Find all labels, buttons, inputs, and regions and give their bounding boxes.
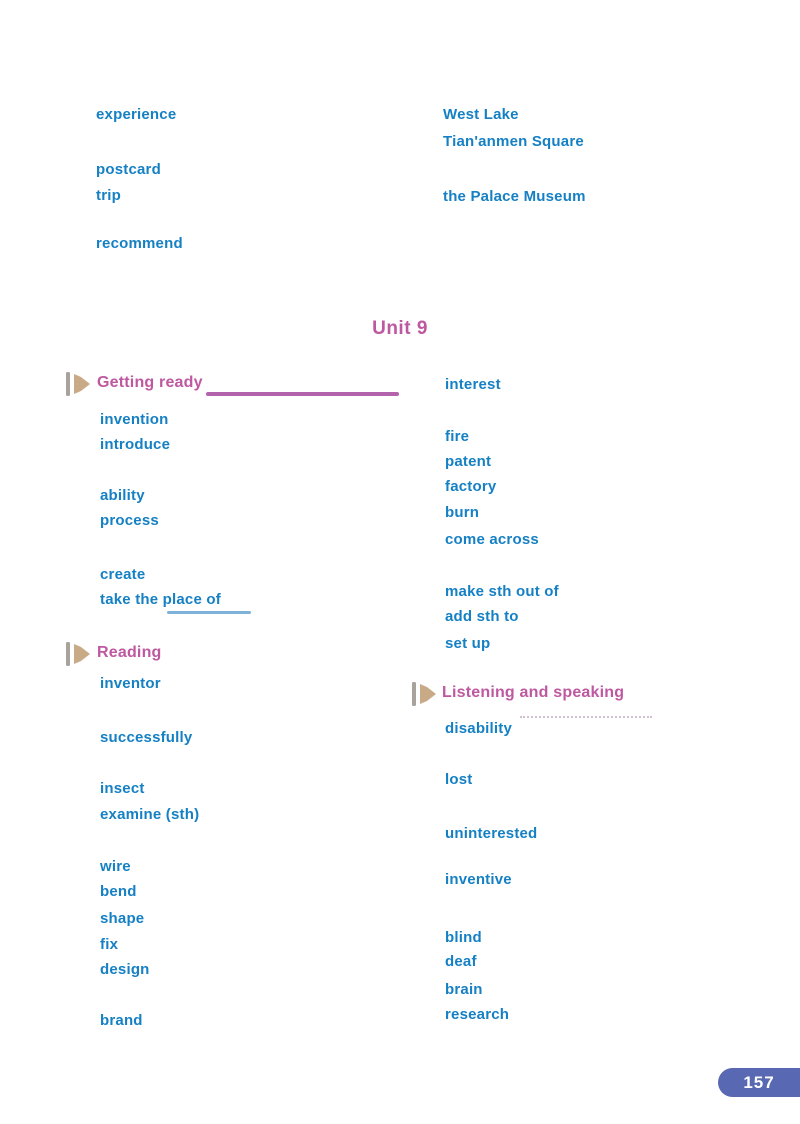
pencil-icon (66, 372, 90, 396)
vocab-word: trip (96, 187, 121, 204)
page-number: 157 (743, 1072, 775, 1092)
section-heading: Listening and speaking (442, 684, 625, 701)
vocab-word: recommend (96, 235, 183, 252)
vocab-word: interest (445, 376, 501, 393)
vocab-word: deaf (445, 953, 477, 970)
vocab-word: bend (100, 883, 137, 900)
vocab-word: the Palace Museum (443, 188, 586, 205)
pencil-icon (66, 642, 90, 666)
unit-title: Unit 9 (372, 318, 428, 339)
vocab-word: burn (445, 504, 480, 521)
vocab-word: lost (445, 771, 473, 788)
vocab-word: patent (445, 453, 492, 470)
vocab-word: insect (100, 780, 145, 797)
vocab-word: come across (445, 531, 539, 548)
vocab-word: uninterested (445, 825, 538, 842)
vocab-word: factory (445, 478, 497, 495)
vocab-word: successfully (100, 729, 193, 746)
vocab-word: shape (100, 910, 145, 927)
section-heading: Getting ready (97, 374, 203, 391)
vocab-word: set up (445, 635, 491, 652)
vocab-word: brand (100, 1012, 143, 1029)
vocab-word: ability (100, 487, 145, 504)
pencil-icon (412, 682, 436, 706)
vocab-word: design (100, 961, 150, 978)
vocab-word: West Lake (443, 106, 519, 123)
vocab-word: introduce (100, 436, 171, 453)
vocab-word: blind (445, 929, 482, 946)
fill-in-blank-line (167, 611, 251, 614)
page-number-badge: 157 (718, 1068, 800, 1097)
vocab-word: fix (100, 936, 119, 953)
vocab-word: add sth to (445, 608, 519, 625)
vocab-word: take the place of (100, 591, 221, 608)
heading-underline (206, 392, 399, 396)
vocab-word: brain (445, 981, 483, 998)
vocab-word: process (100, 512, 159, 529)
vocab-word: inventive (445, 871, 512, 888)
vocab-word: postcard (96, 161, 161, 178)
vocab-word: inventor (100, 675, 161, 692)
vocab-word: wire (100, 858, 131, 875)
vocab-word: Tian'anmen Square (443, 133, 584, 150)
vocab-word: invention (100, 411, 169, 428)
vocab-word: fire (445, 428, 470, 445)
vocab-word: research (445, 1006, 510, 1023)
section-heading: Reading (97, 644, 162, 661)
vocab-word: disability (445, 720, 513, 737)
heading-dotted-underline (520, 716, 652, 718)
vocab-word: create (100, 566, 146, 583)
vocab-word: experience (96, 106, 177, 123)
vocab-word: examine (sth) (100, 806, 200, 823)
vocab-word: make sth out of (445, 583, 559, 600)
